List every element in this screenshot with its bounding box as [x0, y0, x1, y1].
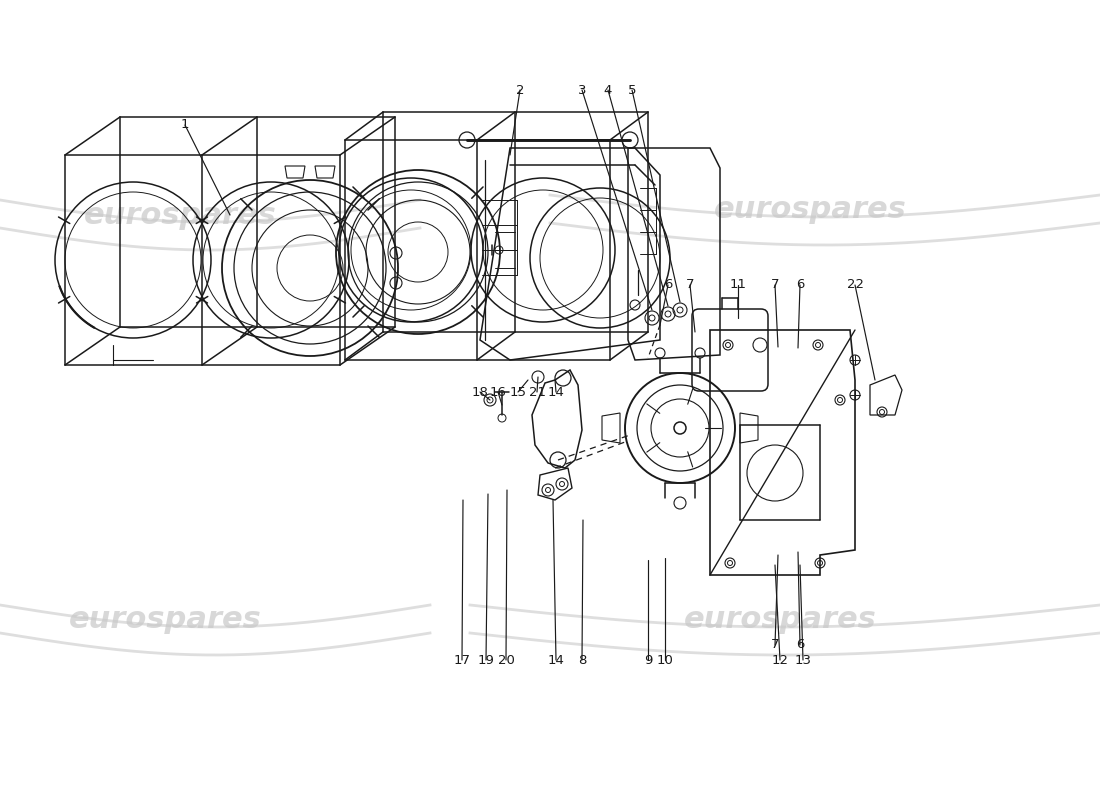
Text: 7: 7 [685, 278, 694, 291]
Text: 10: 10 [657, 654, 673, 666]
Text: 22: 22 [847, 278, 864, 291]
Text: 16: 16 [490, 386, 506, 398]
Text: 12: 12 [771, 654, 789, 666]
Text: 6: 6 [795, 278, 804, 291]
Text: 18: 18 [472, 386, 488, 398]
Text: 21: 21 [528, 386, 546, 398]
Text: eurospares: eurospares [683, 606, 877, 634]
Text: 3: 3 [578, 83, 586, 97]
Text: 17: 17 [453, 654, 471, 666]
Text: eurospares: eurospares [84, 201, 276, 230]
Text: 4: 4 [604, 83, 613, 97]
Text: 11: 11 [729, 278, 747, 291]
Text: 8: 8 [578, 654, 586, 666]
Text: 14: 14 [548, 654, 564, 666]
Text: 7: 7 [771, 278, 779, 291]
Text: 6: 6 [795, 638, 804, 651]
Text: eurospares: eurospares [68, 606, 262, 634]
Text: 19: 19 [477, 654, 494, 666]
Text: 6: 6 [663, 278, 672, 291]
Text: eurospares: eurospares [714, 195, 906, 225]
Text: 14: 14 [548, 386, 564, 398]
Text: 5: 5 [628, 83, 636, 97]
Text: 9: 9 [644, 654, 652, 666]
Text: 20: 20 [497, 654, 515, 666]
Text: 15: 15 [509, 386, 527, 398]
Text: 13: 13 [794, 654, 812, 666]
Text: 2: 2 [516, 83, 525, 97]
Text: 1: 1 [180, 118, 189, 131]
Text: 7: 7 [771, 638, 779, 651]
